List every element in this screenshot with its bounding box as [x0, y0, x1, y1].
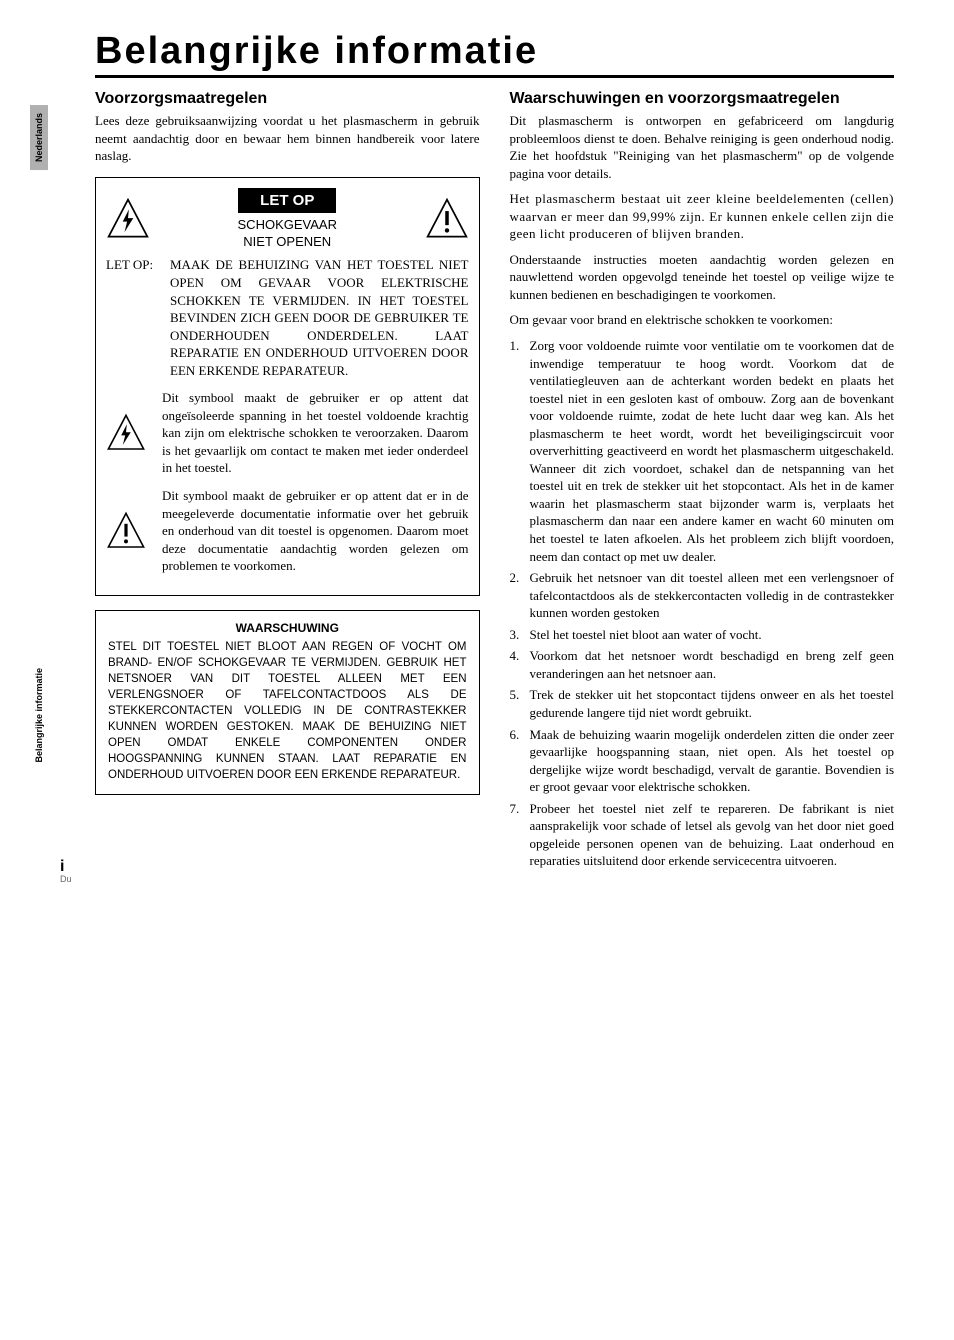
page-footer: i Du — [60, 858, 72, 884]
list-item: 2.Gebruik het netsnoer van dit toestel a… — [510, 569, 895, 622]
exclamation-triangle-icon — [106, 511, 146, 551]
schok-line2: NIET OPENEN — [160, 234, 415, 251]
right-para-3: Onderstaande instructies moeten aandacht… — [510, 251, 895, 304]
caution-body: MAAK DE BEHUIZING VAN HET TOESTEL NIET O… — [170, 256, 469, 379]
list-item: 4.Voorkom dat het netsnoer wordt beschad… — [510, 647, 895, 682]
symbol-text-2: Dit symbool maakt de gebruiker er op att… — [162, 487, 469, 575]
side-tab-section: Belangrijke informatie — [30, 660, 60, 771]
left-column: Voorzorgsmaatregelen Lees deze gebruiksa… — [95, 90, 480, 874]
list-item: 1.Zorg voor voldoende ruimte voor ventil… — [510, 337, 895, 565]
list-text: Zorg voor voldoende ruimte voor ventilat… — [530, 337, 895, 565]
left-intro: Lees deze gebruiksaanwijzing voordat u h… — [95, 112, 480, 165]
list-num: 5. — [510, 686, 530, 721]
left-heading: Voorzorgsmaatregelen — [95, 90, 480, 108]
list-num: 3. — [510, 626, 530, 644]
lightning-triangle-icon — [106, 197, 150, 241]
symbol-row-2: Dit symbool maakt de gebruiker er op att… — [106, 487, 469, 575]
list-num: 2. — [510, 569, 530, 622]
right-para-1: Dit plasmascherm is ontworpen en gefabri… — [510, 112, 895, 182]
list-text: Trek de stekker uit het stopcontact tijd… — [530, 686, 895, 721]
lightning-triangle-icon — [106, 413, 146, 453]
right-column: Waarschuwingen en voorzorgsmaatregelen D… — [510, 90, 895, 874]
list-item: 6.Maak de behuizing waarin mogelijk onde… — [510, 726, 895, 796]
page-title: Belangrijke informatie — [95, 30, 894, 73]
warning-box: WAARSCHUWING STEL DIT TOESTEL NIET BLOOT… — [95, 610, 480, 795]
caution-header: LET OP SCHOKGEVAAR NIET OPENEN — [106, 188, 469, 251]
list-item: 7.Probeer het toestel niet zelf te repar… — [510, 800, 895, 870]
list-item: 5.Trek de stekker uit het stopcontact ti… — [510, 686, 895, 721]
caution-main-para: LET OP: MAAK DE BEHUIZING VAN HET TOESTE… — [106, 256, 469, 379]
caution-center: LET OP SCHOKGEVAAR NIET OPENEN — [160, 188, 415, 251]
list-num: 4. — [510, 647, 530, 682]
content-columns: Voorzorgsmaatregelen Lees deze gebruiksa… — [95, 90, 894, 874]
list-num: 6. — [510, 726, 530, 796]
list-item: 3.Stel het toestel niet bloot aan water … — [510, 626, 895, 644]
warning-title: WAARSCHUWING — [108, 621, 467, 635]
side-tab-language: Nederlands — [30, 105, 60, 170]
right-para-4: Om gevaar voor brand en elektrische scho… — [510, 311, 895, 329]
let-op-badge: LET OP — [238, 188, 336, 213]
schok-line1: SCHOKGEVAAR — [160, 217, 415, 234]
symbol-text-1: Dit symbool maakt de gebruiker er op att… — [162, 389, 469, 477]
right-para-2: Het plasmascherm bestaat uit zeer kleine… — [510, 190, 895, 243]
list-text: Maak de behuizing waarin mogelijk onderd… — [530, 726, 895, 796]
right-heading: Waarschuwingen en voorzorgsmaatregelen — [510, 90, 895, 108]
list-num: 7. — [510, 800, 530, 870]
warning-body: STEL DIT TOESTEL NIET BLOOT AAN REGEN OF… — [108, 639, 467, 784]
symbol-row-1: Dit symbool maakt de gebruiker er op att… — [106, 389, 469, 477]
list-num: 1. — [510, 337, 530, 565]
title-underline — [95, 75, 894, 78]
list-text: Probeer het toestel niet zelf te reparer… — [530, 800, 895, 870]
side-tab-lang-label: Nederlands — [30, 105, 48, 170]
caution-label: LET OP: — [106, 256, 158, 379]
page-lang: Du — [60, 874, 72, 884]
precautions-list: 1.Zorg voor voldoende ruimte voor ventil… — [510, 337, 895, 870]
caution-box: LET OP SCHOKGEVAAR NIET OPENEN LET OP: M… — [95, 177, 480, 596]
side-tab-section-label: Belangrijke informatie — [30, 660, 48, 771]
list-text: Gebruik het netsnoer van dit toestel all… — [530, 569, 895, 622]
list-text: Stel het toestel niet bloot aan water of… — [530, 626, 895, 644]
exclamation-triangle-icon — [425, 197, 469, 241]
list-text: Voorkom dat het netsnoer wordt beschadig… — [530, 647, 895, 682]
